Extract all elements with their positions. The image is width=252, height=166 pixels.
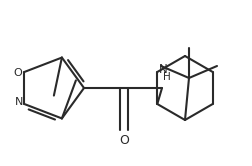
Text: H: H (163, 72, 171, 82)
Text: N: N (15, 97, 23, 107)
Text: N: N (159, 63, 167, 76)
Text: O: O (13, 68, 22, 78)
Text: O: O (119, 133, 129, 147)
